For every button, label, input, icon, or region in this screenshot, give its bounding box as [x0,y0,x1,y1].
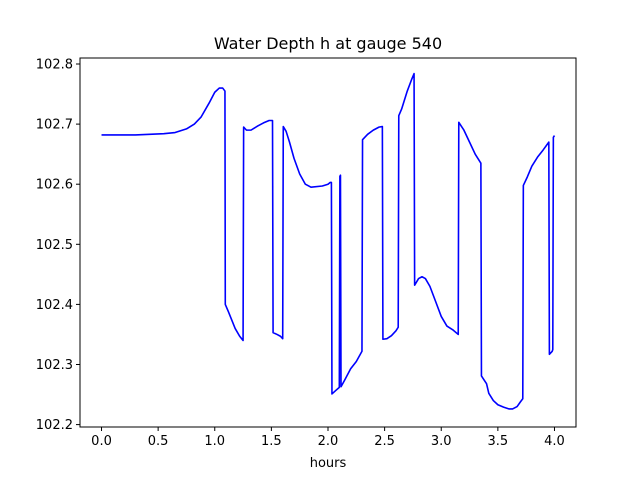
y-axis: 102.2 102.3 102.4 102.5 102.6 102.7 102.8 [36,58,80,433]
x-axis: 0.0 0.5 1.0 1.5 2.0 2.5 3.0 3.5 4.0 [91,427,565,449]
chart-title: Water Depth h at gauge 540 [214,34,442,53]
x-tick-label: 2.5 [374,434,395,449]
series-line [101,72,556,410]
y-tick-label: 102.3 [36,358,73,373]
x-tick-label: 4.0 [544,434,565,449]
x-tick-label: 0.5 [148,434,169,449]
x-tick-label: 3.0 [431,434,452,449]
x-tick-label: 1.5 [261,434,282,449]
y-tick-label: 102.5 [36,238,73,253]
x-tick-label: 0.0 [91,434,112,449]
y-tick-label: 102.2 [36,418,73,433]
x-tick-label: 3.5 [488,434,509,449]
x-tick-label: 1.0 [204,434,225,449]
y-tick-label: 102.7 [36,118,73,133]
x-axis-label: hours [310,456,347,471]
y-tick-label: 102.8 [36,58,73,73]
y-tick-label: 102.6 [36,178,73,193]
x-tick-label: 2.0 [318,434,339,449]
y-tick-label: 102.4 [36,298,73,313]
